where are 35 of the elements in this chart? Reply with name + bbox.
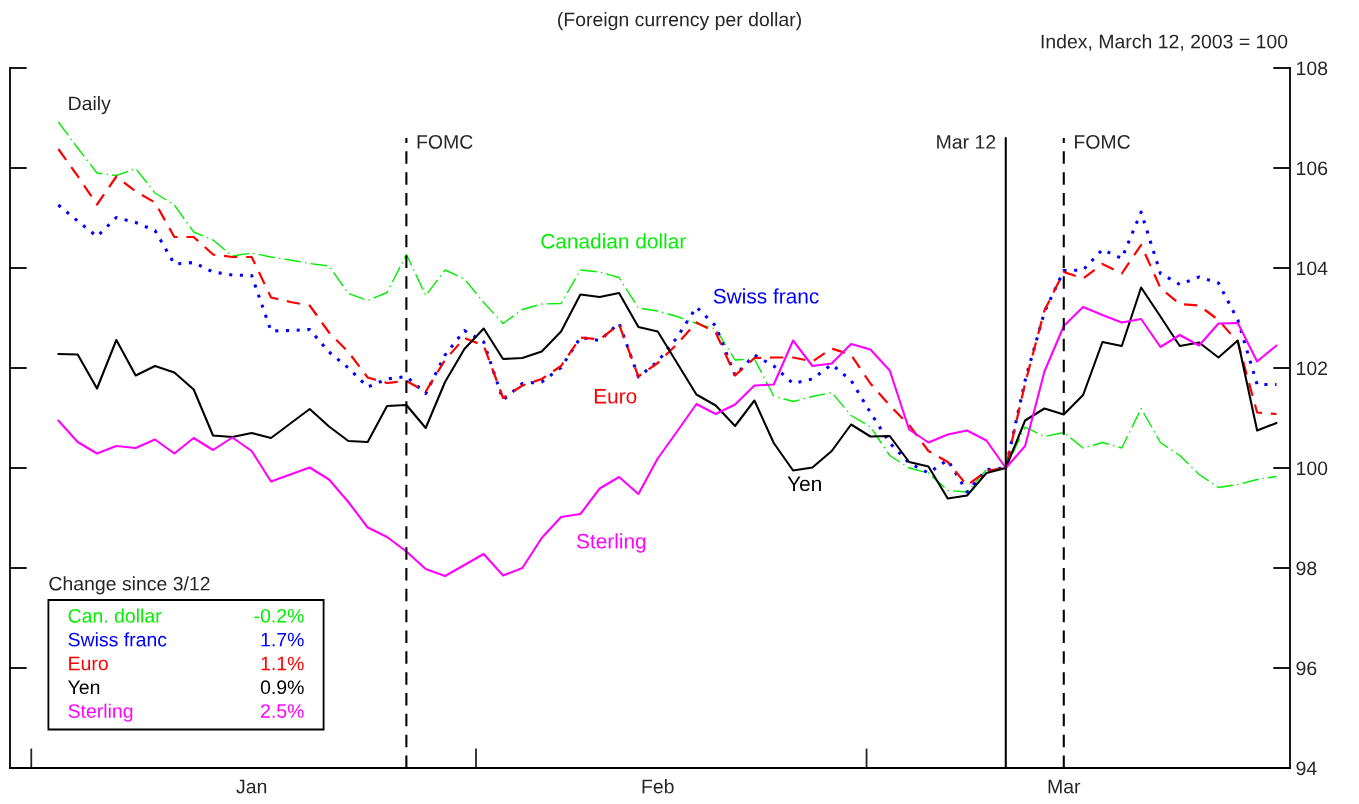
annotation: -0.2% — [254, 608, 304, 623]
y-axis-title: Index, March 12, 2003 = 100 — [1041, 34, 1288, 51]
x-tick-label: Jan — [236, 779, 267, 794]
annotation: 1.1% — [261, 656, 304, 671]
series-label: Swiss franc — [713, 288, 819, 304]
line-series — [57, 305, 1278, 578]
annotation: FOMC — [417, 135, 473, 149]
annotation: FOMC — [1075, 135, 1130, 149]
annotation: Yen — [68, 680, 100, 695]
y-tick-label: 108 — [1297, 61, 1328, 76]
y-tick-label: 102 — [1297, 361, 1328, 376]
y-tick-label: 96 — [1296, 661, 1317, 676]
y-tick-label: 98 — [1296, 561, 1317, 576]
y-tick-label: 94 — [1296, 761, 1317, 776]
annotation: Euro — [69, 656, 108, 671]
y-tick-label: 106 — [1297, 161, 1328, 176]
annotation: 1.7% — [261, 632, 304, 647]
annotation: Sterling — [68, 703, 133, 722]
y-tick-label: 100 — [1297, 461, 1328, 476]
annotation: Can. dollar — [68, 608, 162, 623]
chart-title: (Foreign currency per dollar) — [558, 12, 801, 31]
y-tick-label: 104 — [1297, 261, 1328, 276]
line-series — [56, 203, 1278, 494]
annotation: Mar 12 — [937, 135, 996, 149]
annotation: 0.9% — [260, 680, 304, 695]
x-tick-label: Feb — [642, 779, 674, 794]
x-tick-label: Mar — [1048, 779, 1081, 794]
series-label: Yen — [787, 476, 821, 492]
annotation: 2.5% — [261, 704, 304, 718]
series-label: Sterling — [576, 533, 646, 553]
annotation: Swiss franc — [68, 632, 167, 647]
series-label: Euro — [594, 389, 637, 404]
series-label: Canadian dollar — [541, 233, 686, 249]
annotation: Daily — [69, 96, 111, 115]
legend-title: Change since 3/12 — [49, 576, 210, 595]
